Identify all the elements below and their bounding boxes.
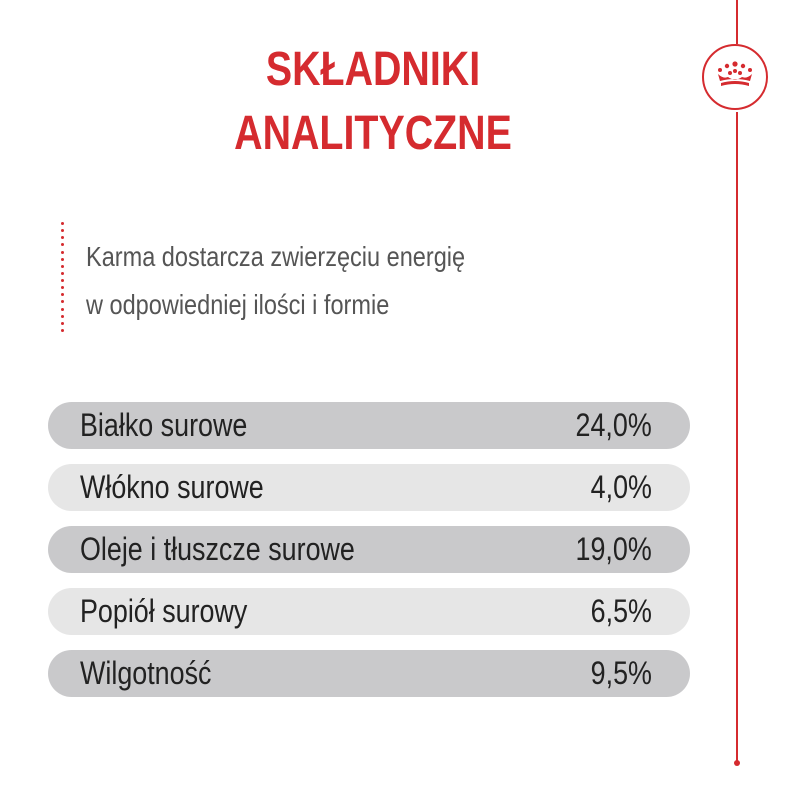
nutrient-row-fibre: Włókno surowe 4,0% [48,464,690,511]
nutrient-value: 4,0% [590,469,652,505]
nutrient-label: Wilgotność [80,655,212,691]
nutrient-value: 9,5% [590,655,652,691]
brand-badge [702,44,768,110]
intro-line-1: Karma dostarcza zwierzęciu energię [86,241,466,272]
page-title-line-2: ANALITYCZNE [234,107,512,160]
brand-line-end-dot [734,760,740,766]
nutrient-value: 19,0% [575,531,652,567]
nutrient-row-ash: Popiół surowy 6,5% [48,588,690,635]
nutrient-value: 6,5% [590,593,652,629]
intro-line-2: w odpowiedniej ilości i formie [86,289,390,320]
dotted-divider [61,222,65,332]
nutrient-row-protein: Białko surowe 24,0% [48,402,690,449]
page-title-line-1: SKŁADNIKI [265,43,481,96]
brand-line-top [736,0,738,44]
nutrient-row-moisture: Wilgotność 9,5% [48,650,690,697]
nutrient-label: Oleje i tłuszcze surowe [80,531,355,567]
intro-text: Karma dostarcza zwierzęciu energię w odp… [86,233,465,329]
nutrient-label: Białko surowe [80,407,248,443]
crown-icon [714,60,756,95]
nutrient-table: Białko surowe 24,0% Włókno surowe 4,0% O… [48,402,690,712]
nutrient-label: Popiół surowy [80,593,248,629]
nutrient-label: Włókno surowe [80,469,264,505]
nutrient-value: 24,0% [575,407,652,443]
nutrient-row-fat: Oleje i tłuszcze surowe 19,0% [48,526,690,573]
brand-line [736,112,738,762]
